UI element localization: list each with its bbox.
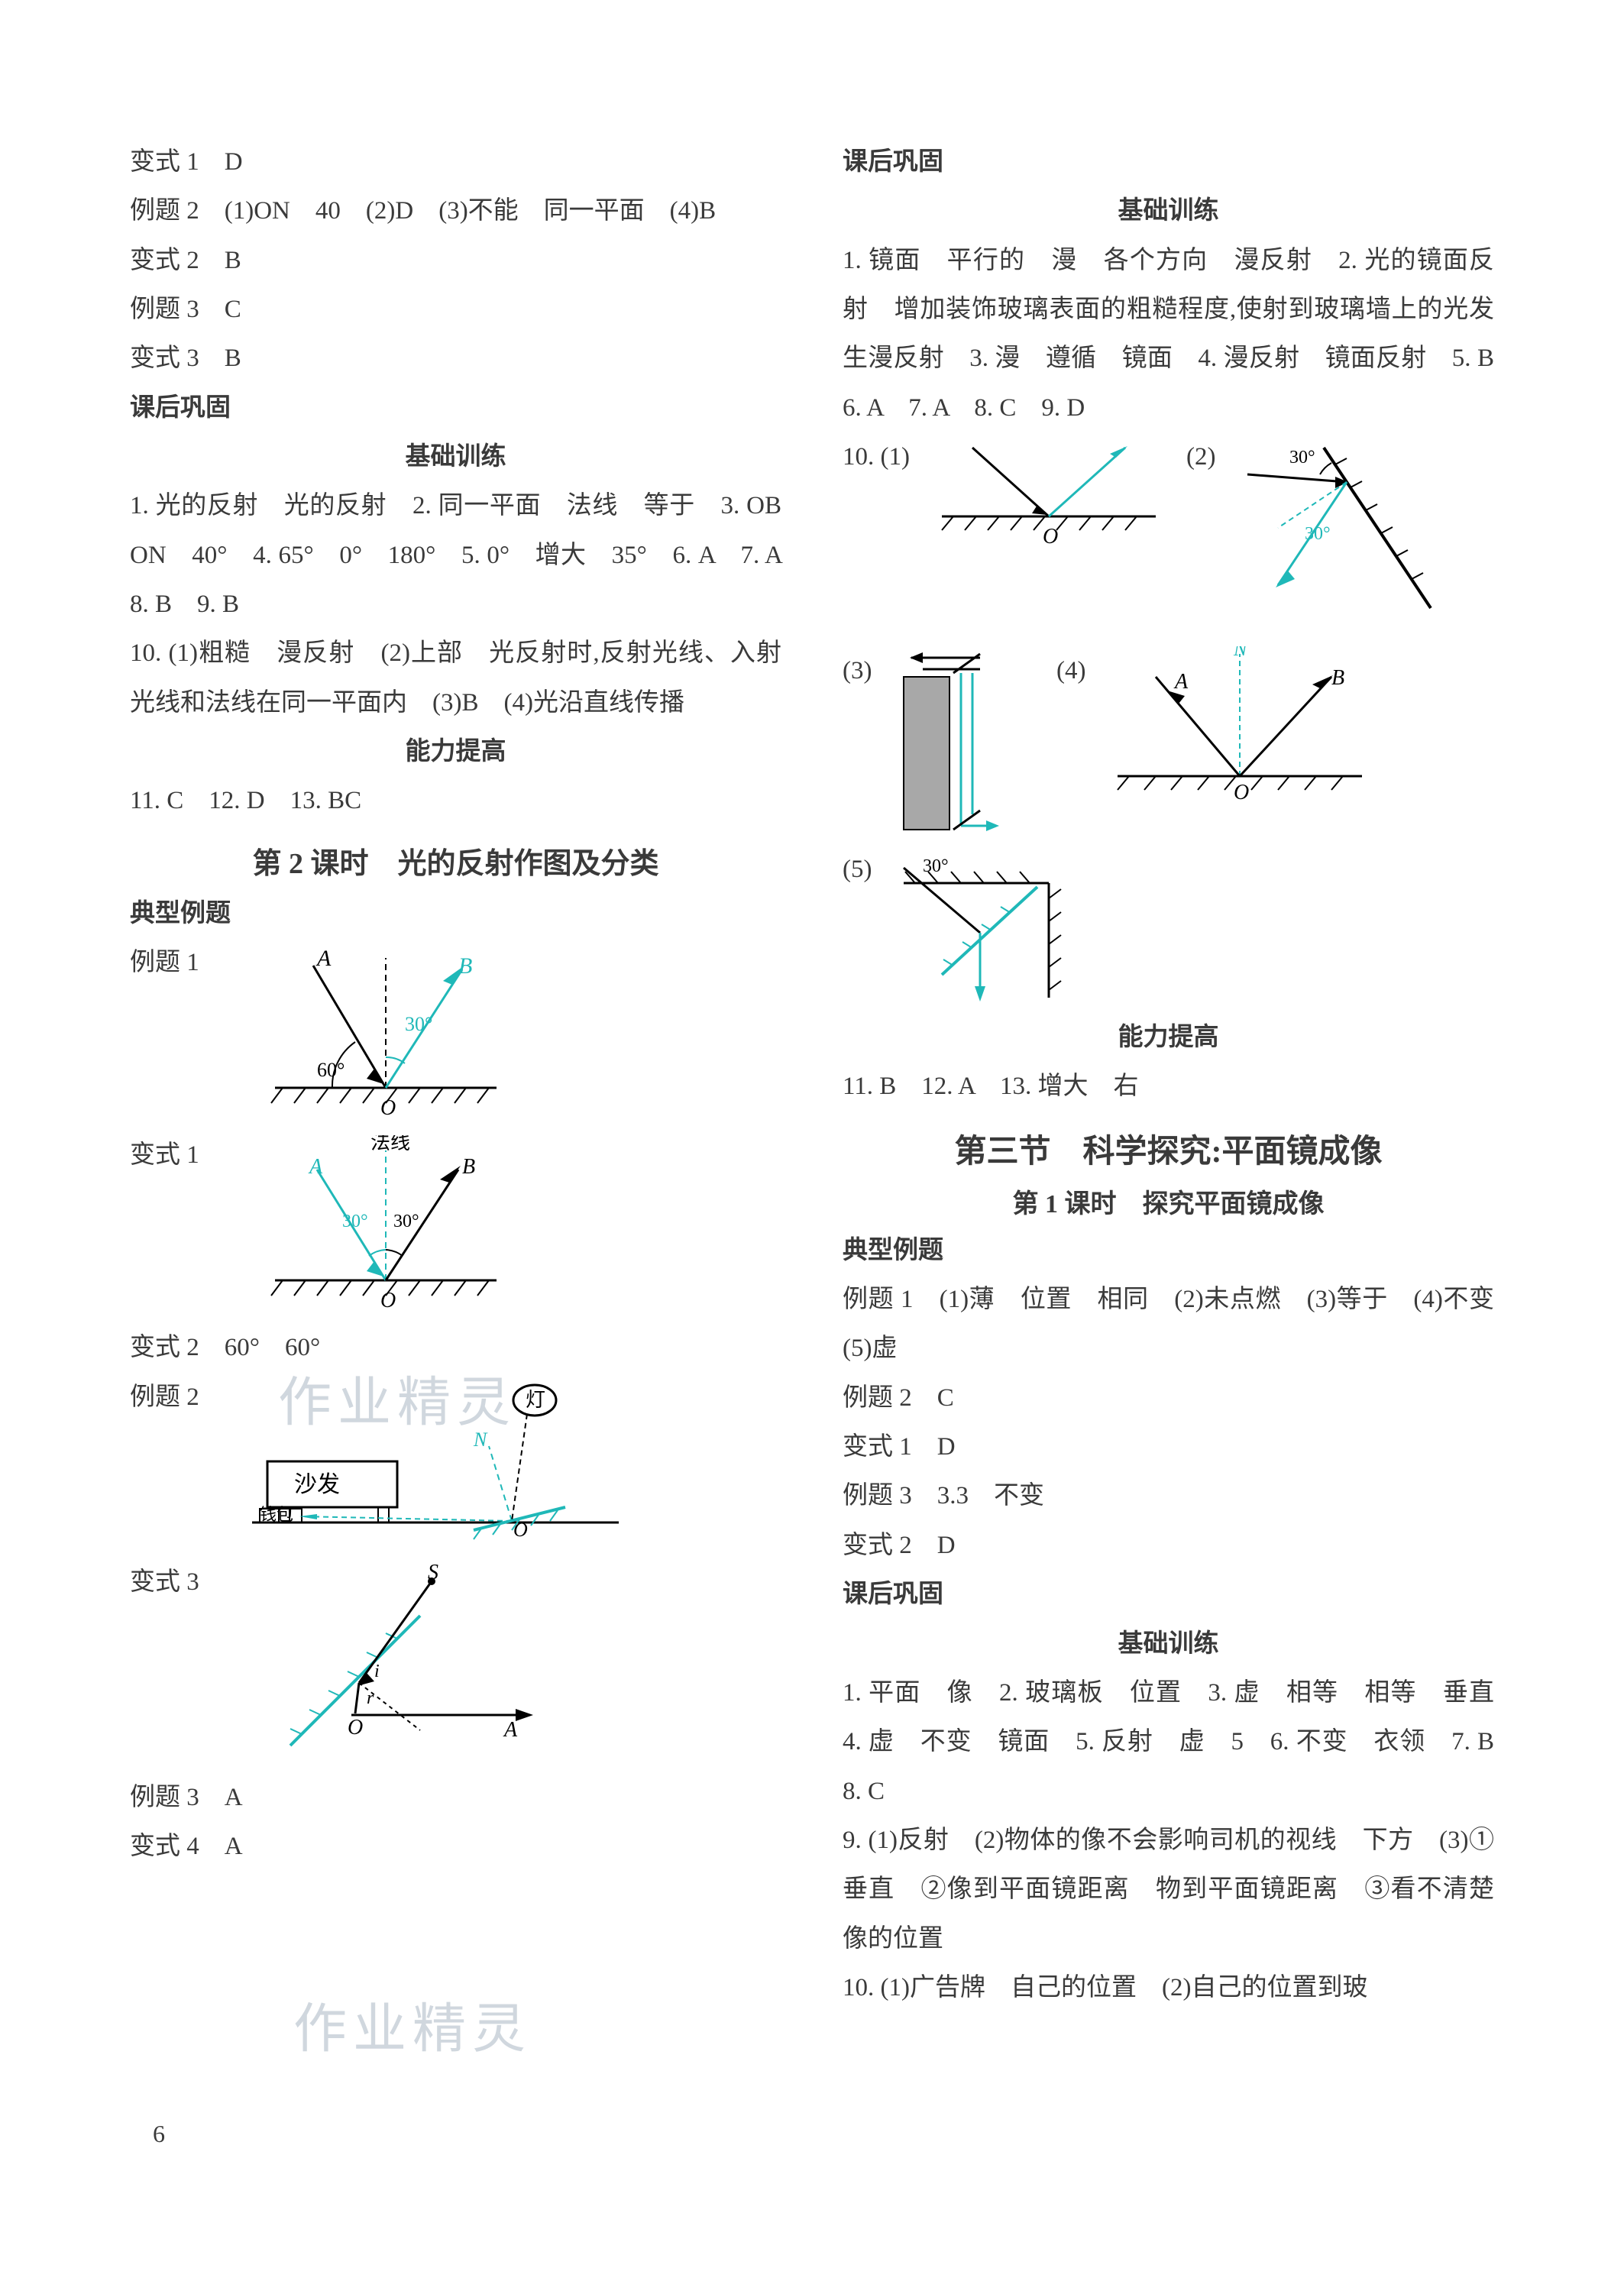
label-O: O — [513, 1519, 528, 1541]
diagram-bs3: S i r O A — [244, 1562, 565, 1768]
variant-3-row: 变式 3 — [130, 1558, 781, 1773]
label-i: i — [374, 1662, 380, 1681]
section-title: 第三节 科学探究:平面镜成像 — [843, 1125, 1494, 1172]
q10-row1: 10. (1) O — [843, 432, 1494, 646]
diagram-10-3 — [888, 646, 1041, 845]
heading-jcxl2: 基础训练 — [843, 1620, 1494, 1668]
diagram-ex2: 沙发 钱包 灯 — [244, 1377, 626, 1553]
label-A: A — [308, 1155, 323, 1179]
label-B: B — [458, 953, 472, 979]
label-S: S — [428, 1562, 438, 1584]
label-B: B — [1331, 666, 1344, 690]
page-root: 变式 1 D 例题 2 (1)ON 40 (2)D (3)不能 同一平面 (4)… — [130, 138, 1494, 2012]
text-line: 11. B 12. A 13. 增大 右 — [843, 1062, 1494, 1111]
label-deng: 灯 — [526, 1389, 545, 1411]
page-number: 6 — [153, 2120, 165, 2148]
label-A: A — [1173, 670, 1189, 694]
sub-title: 第 1 课时 探究平面镜成像 — [843, 1183, 1494, 1220]
label-A: A — [503, 1718, 518, 1742]
diagram-10-4: N A B O — [1102, 646, 1377, 814]
text-line: 变式 1 D — [130, 138, 781, 186]
q10-row2: (3) (4 — [843, 646, 1494, 845]
text-line: 9. (1)反射 (2)物体的像不会影响司机的视线 下方 (3)①垂直 ②像到平… — [843, 1816, 1494, 1963]
text-line: 例题 2 (1)ON 40 (2)D (3)不能 同一平面 (4)B — [130, 186, 781, 235]
text-line: 例题 3 3.3 不变 — [843, 1471, 1494, 1520]
q10-label: 10. (1) — [843, 432, 927, 481]
text-line: 例题 1 (1)薄 位置 相同 (2)未点燃 (3)等于 (4)不变 (5)虚 — [843, 1275, 1494, 1374]
variant-2: 变式 2 60° 60° — [130, 1323, 781, 1372]
variant-label: 变式 1 — [130, 1131, 229, 1179]
label-O: O — [380, 1096, 396, 1120]
label-30a: 30° — [342, 1212, 368, 1231]
heading-khgg: 课后巩固 — [130, 383, 781, 432]
label-O: O — [1234, 781, 1249, 804]
label-60: 60° — [317, 1059, 345, 1081]
q10-5-label: (5) — [843, 845, 888, 894]
heading-khgg: 课后巩固 — [843, 138, 1494, 186]
heading-nltj: 能力提高 — [130, 727, 781, 776]
label-30: 30° — [405, 1013, 432, 1035]
text-line: 11. C 12. D 13. BC — [130, 776, 781, 825]
heading-jcxl: 基础训练 — [843, 186, 1494, 235]
label-30b: 30° — [1305, 524, 1331, 544]
label-O: O — [380, 1289, 396, 1312]
label-N: N — [1233, 646, 1248, 660]
text-line: 变式 2 D — [843, 1521, 1494, 1570]
heading-khgg2: 课后巩固 — [843, 1570, 1494, 1619]
example-3: 例题 3 A — [130, 1773, 781, 1822]
left-column: 变式 1 D 例题 2 (1)ON 40 (2)D (3)不能 同一平面 (4)… — [130, 138, 781, 2012]
q10-3-label: (3) — [843, 646, 888, 695]
example-2-row: 例题 2 沙发 钱包 灯 — [130, 1373, 781, 1558]
label-30b: 30° — [393, 1212, 419, 1231]
label-30: 30° — [923, 856, 949, 876]
section-title: 第 2 课时 光的反射作图及分类 — [130, 840, 781, 882]
label-faxian: 法线 — [370, 1135, 410, 1154]
text-line: 变式 3 B — [130, 334, 781, 383]
q10-row3: (5) — [843, 845, 1494, 1013]
example-1-row: 例题 1 — [130, 938, 781, 1131]
example-label: 例题 1 — [130, 938, 229, 987]
variant-1-row: 变式 1 — [130, 1131, 781, 1323]
label-O: O — [1043, 525, 1058, 548]
diagram-ex1: A B 30° 60° O — [244, 943, 519, 1126]
diagram-bs1: 法线 A B 30° 30° O — [244, 1135, 519, 1319]
label-30a: 30° — [1289, 448, 1315, 468]
text-line: 例题 3 C — [130, 285, 781, 334]
diagram-10-2: 30° 30° — [1232, 432, 1446, 646]
text-line: 10. (1)广告牌 自己的位置 (2)自己的位置到玻 — [843, 1963, 1494, 2012]
text-line: 1. 镜面 平行的 漫 各个方向 漫反射 2. 光的镜面反射 增加装饰玻璃表面的… — [843, 236, 1494, 432]
text-line: 变式 2 B — [130, 236, 781, 285]
diagram-10-1: O — [927, 432, 1171, 562]
variant-4: 变式 4 A — [130, 1822, 781, 1871]
heading-jcxl: 基础训练 — [130, 432, 781, 481]
label-O: O — [348, 1716, 363, 1739]
text-line: 1. 平面 像 2. 玻璃板 位置 3. 虚 相等 相等 垂直 4. 虚 不变 … — [843, 1668, 1494, 1816]
heading-dxlt: 典型例题 — [843, 1226, 1494, 1275]
heading-nltj: 能力提高 — [843, 1013, 1494, 1062]
label-sofa: 沙发 — [294, 1472, 340, 1497]
label-N: N — [473, 1429, 488, 1451]
text-line: 1. 光的反射 光的反射 2. 同一平面 法线 等于 3. OB ON 40° … — [130, 481, 781, 629]
label-A: A — [315, 946, 332, 971]
text-line: 10. (1)粗糙 漫反射 (2)上部 光反射时,反射光线、入射光线和法线在同一… — [130, 629, 781, 727]
label-r: r — [367, 1688, 374, 1708]
label-B: B — [462, 1155, 475, 1179]
right-column: 课后巩固 基础训练 1. 镜面 平行的 漫 各个方向 漫反射 2. 光的镜面反射… — [843, 138, 1494, 2012]
q10-2-label: (2) — [1186, 432, 1232, 481]
label-qianbao: 钱包 — [260, 1505, 293, 1524]
text-line: 例题 2 C — [843, 1374, 1494, 1422]
example-label: 例题 2 — [130, 1373, 229, 1422]
q10-4-label: (4) — [1056, 646, 1102, 695]
text-line: 变式 1 D — [843, 1422, 1494, 1471]
diagram-10-5: 30° — [888, 845, 1148, 1013]
heading-dxlt: 典型例题 — [130, 889, 781, 938]
variant-label: 变式 3 — [130, 1558, 229, 1607]
